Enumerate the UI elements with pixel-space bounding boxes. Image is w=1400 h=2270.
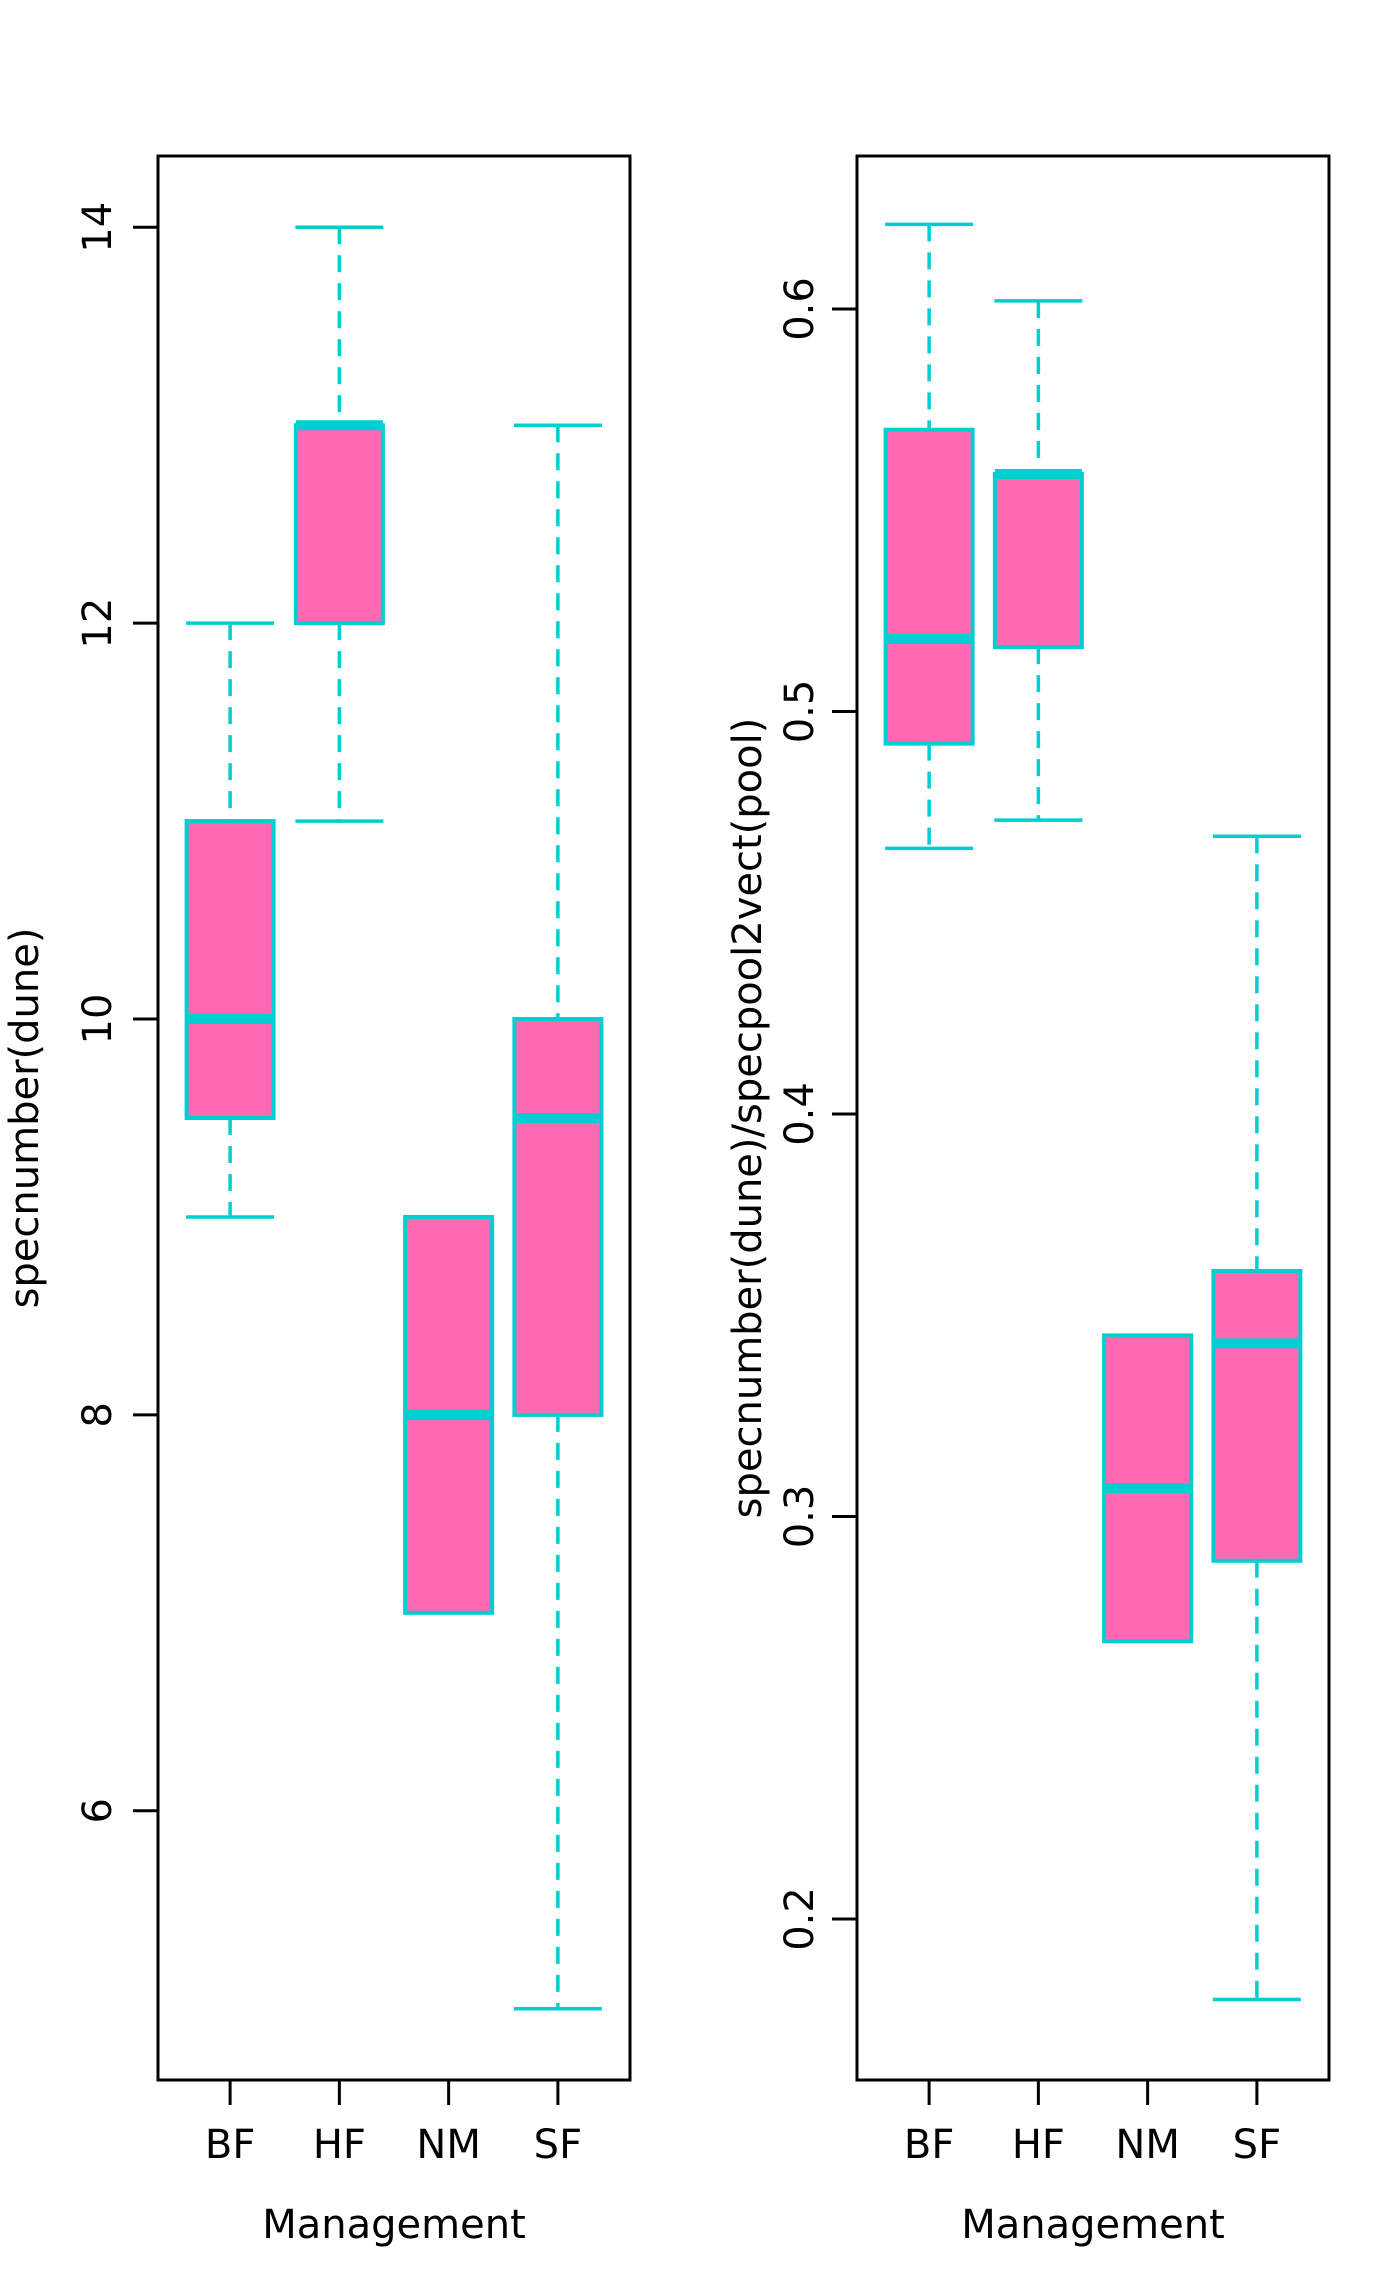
box-NM (1102, 1333, 1194, 1644)
y-tick-label: 0.3 (777, 1485, 823, 1549)
x-axis-title: Management (961, 2202, 1225, 2248)
y-tick-label: 0.5 (777, 680, 823, 744)
box-HF (293, 225, 385, 823)
box-rect (293, 423, 385, 626)
x-tick-label: HF (313, 2122, 366, 2168)
box-BF (184, 621, 276, 1219)
box-rect (1211, 1268, 1303, 1563)
box-BF (883, 222, 975, 851)
box-rect (992, 471, 1084, 650)
box-NM (403, 1214, 495, 1615)
box-rect (883, 427, 975, 746)
x-axis-title: Management (262, 2202, 526, 2248)
y-axis-title: specnumber(dune) (2, 928, 48, 1309)
x-tick-label: HF (1012, 2122, 1065, 2168)
y-tick-label: 6 (75, 1798, 121, 1823)
y-tick-label: 10 (75, 994, 121, 1045)
box-HF (992, 299, 1084, 822)
y-tick-label: 0.6 (777, 277, 823, 341)
x-tick-label: SF (534, 2122, 582, 2168)
y-tick-label: 8 (75, 1402, 121, 1427)
x-tick-label: NM (416, 2122, 480, 2168)
box-rect (184, 819, 276, 1120)
box-SF (512, 423, 604, 2011)
x-tick-label: NM (1115, 2122, 1179, 2168)
y-tick-label: 0.4 (777, 1082, 823, 1146)
x-tick-label: SF (1233, 2122, 1281, 2168)
y-tick-label: 14 (75, 202, 121, 253)
y-tick-label: 0.2 (777, 1887, 823, 1951)
x-tick-label: BF (904, 2122, 954, 2168)
y-axis-title: specnumber(dune)/specpool2vect(pool) (725, 718, 771, 1519)
box-SF (1211, 834, 1303, 2002)
y-tick-label: 12 (75, 598, 121, 649)
box-rect (512, 1017, 604, 1417)
x-tick-label: BF (205, 2122, 255, 2168)
